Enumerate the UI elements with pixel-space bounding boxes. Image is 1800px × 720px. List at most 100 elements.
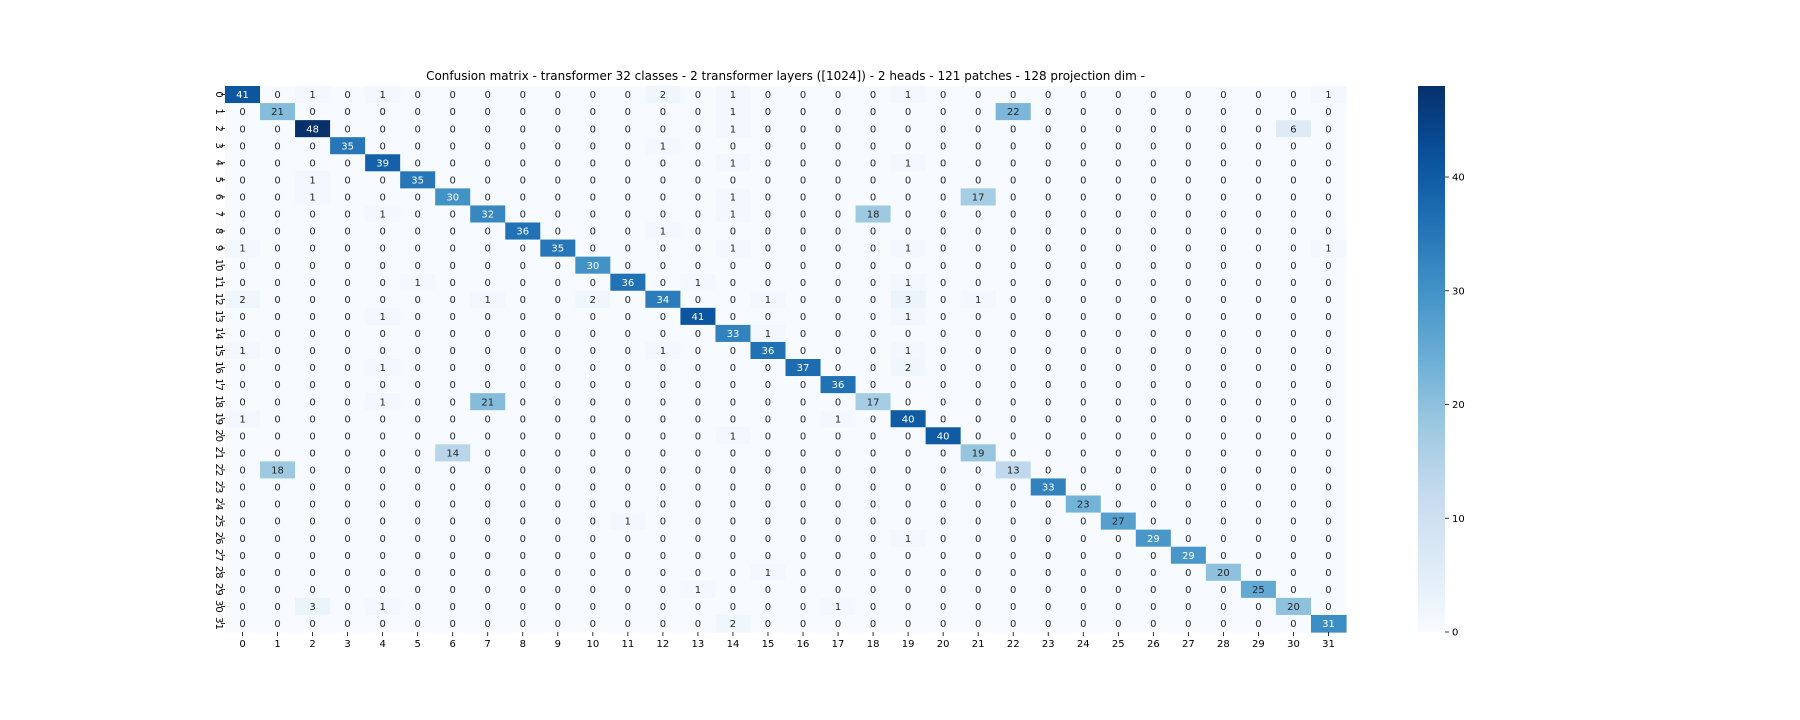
- heatmap-cell: [1065, 512, 1102, 531]
- heatmap-cell: [260, 478, 296, 497]
- heatmap-cell: [295, 86, 331, 104]
- cell-value-label: 0: [379, 517, 385, 528]
- cell-value-label: 0: [625, 585, 631, 596]
- cell-value-label: 0: [765, 585, 771, 596]
- cell-value-label: 0: [730, 500, 736, 511]
- cell-value-label: 36: [762, 346, 775, 357]
- cell-value-label: 0: [274, 380, 280, 391]
- heatmap-cell: [540, 154, 576, 172]
- cell-value-label: 0: [835, 124, 841, 135]
- heatmap-cell: [330, 171, 366, 189]
- heatmap-cell: [995, 154, 1032, 172]
- heatmap-cell: [575, 290, 611, 309]
- heatmap-cell: [365, 137, 401, 155]
- cell-value-label: 0: [1185, 448, 1191, 459]
- heatmap-cell: [680, 120, 717, 138]
- heatmap-cell: [680, 239, 717, 258]
- heatmap-cell: [1030, 461, 1067, 480]
- heatmap-cell: [715, 103, 752, 121]
- cell-value-label: 0: [450, 329, 456, 340]
- cell-value-label: 0: [730, 466, 736, 477]
- heatmap-cell: [330, 478, 366, 497]
- heatmap-cell: [750, 307, 787, 326]
- heatmap-cell: [1275, 376, 1312, 394]
- cell-value-label: 0: [555, 141, 561, 152]
- cell-value-label: 0: [1150, 158, 1156, 169]
- heatmap-cell: [1170, 222, 1207, 241]
- heatmap-cell: [610, 563, 646, 582]
- heatmap-cell: [1065, 529, 1102, 548]
- cell-value-label: 0: [485, 602, 491, 613]
- cell-value-label: 0: [625, 483, 631, 494]
- heatmap-cell: [1205, 393, 1242, 411]
- cell-value-label: 0: [730, 363, 736, 374]
- heatmap-cell: [1240, 495, 1277, 514]
- heatmap-cell: [820, 393, 857, 411]
- heatmap-cell: [1170, 597, 1207, 616]
- cell-value-label: 0: [1290, 141, 1296, 152]
- cell-value-label: 0: [905, 466, 911, 477]
- x-tick-label: 27: [1182, 639, 1195, 650]
- cell-value-label: 0: [1325, 141, 1331, 152]
- heatmap-cell: [435, 137, 471, 155]
- heatmap-cell: [1205, 597, 1242, 616]
- y-tick-label: 27: [213, 549, 224, 562]
- heatmap-cell: [435, 154, 471, 172]
- cell-value-label: 0: [379, 227, 385, 238]
- heatmap-cell: [820, 205, 857, 224]
- heatmap-cell: [330, 86, 366, 104]
- heatmap-cell: [225, 324, 261, 343]
- cell-value-label: 0: [940, 517, 946, 528]
- cell-value-label: 0: [625, 380, 631, 391]
- cell-value-label: 0: [940, 414, 946, 425]
- cell-value-label: 0: [485, 483, 491, 494]
- heatmap-cell: [715, 120, 752, 138]
- cell-value-label: 0: [765, 244, 771, 255]
- cell-value-label: 0: [1220, 227, 1226, 238]
- cell-value-label: 0: [239, 397, 245, 408]
- cell-value-label: 0: [239, 141, 245, 152]
- heatmap-cell: [610, 188, 646, 207]
- heatmap-cell: [400, 495, 436, 514]
- cell-value-label: 0: [1080, 210, 1086, 221]
- heatmap-cell: [820, 256, 857, 275]
- heatmap-cell: [890, 256, 927, 275]
- heatmap-cell: [1310, 444, 1347, 462]
- y-tick-label: 16: [213, 361, 224, 374]
- heatmap-cell: [960, 546, 997, 565]
- cell-value-label: 0: [274, 602, 280, 613]
- cell-value-label: 0: [344, 431, 350, 442]
- x-axis: 0 1 2 3 4 5 6 7 8 9 10 11 12 13 14 15 16 17 18 19 20 21 22 23 24…: [239, 632, 1335, 650]
- cell-value-label: 39: [376, 158, 389, 169]
- cell-value-label: 0: [625, 124, 631, 135]
- cell-value-label: 0: [414, 431, 420, 442]
- cell-value-label: 0: [1255, 124, 1261, 135]
- cell-value-label: 0: [695, 295, 701, 306]
- cell-value-label: 0: [905, 448, 911, 459]
- heatmap-cell: [540, 307, 576, 326]
- cell-value-label: 0: [1045, 363, 1051, 374]
- heatmap-cell: [435, 461, 471, 480]
- heatmap-cell: [1030, 427, 1067, 445]
- heatmap-cell: [295, 307, 331, 326]
- cell-value-label: 0: [485, 227, 491, 238]
- cell-value-label: 0: [1290, 295, 1296, 306]
- cell-value-label: 27: [1112, 517, 1125, 528]
- cell-value-label: 0: [905, 261, 911, 272]
- heatmap-cell: [1240, 205, 1277, 224]
- cell-value-label: 0: [344, 466, 350, 477]
- cell-value-label: 0: [1185, 483, 1191, 494]
- cell-value-label: 0: [520, 295, 526, 306]
- heatmap-cell: [1205, 546, 1242, 565]
- cell-value-label: 0: [450, 346, 456, 357]
- cell-value-label: 0: [1045, 551, 1051, 562]
- heatmap-cell: [365, 478, 401, 497]
- cell-value-label: 0: [625, 448, 631, 459]
- y-tick-label: 5: [213, 177, 224, 183]
- cell-value-label: 0: [660, 363, 666, 374]
- heatmap-cell: [1065, 614, 1102, 633]
- heatmap-cell: [225, 307, 261, 326]
- cell-value-label: 0: [975, 602, 981, 613]
- heatmap-cell: [1170, 137, 1207, 155]
- heatmap-cell: [610, 273, 646, 292]
